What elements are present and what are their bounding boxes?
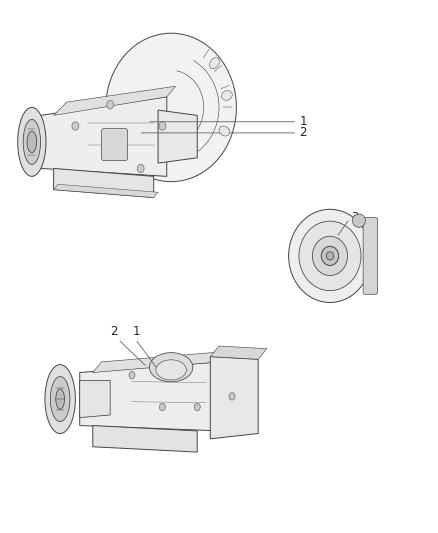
Circle shape — [129, 372, 135, 379]
Polygon shape — [80, 362, 219, 431]
Ellipse shape — [23, 119, 41, 165]
Ellipse shape — [326, 252, 334, 260]
Text: 1: 1 — [133, 325, 140, 337]
Ellipse shape — [106, 33, 237, 182]
Polygon shape — [80, 381, 110, 418]
FancyBboxPatch shape — [102, 128, 127, 160]
Circle shape — [229, 393, 235, 400]
Ellipse shape — [56, 389, 64, 409]
Ellipse shape — [45, 365, 75, 433]
Ellipse shape — [299, 221, 361, 290]
Circle shape — [159, 122, 166, 130]
Text: 2: 2 — [110, 325, 117, 337]
Polygon shape — [158, 110, 197, 163]
Ellipse shape — [50, 376, 70, 422]
Text: 3: 3 — [351, 211, 358, 224]
Ellipse shape — [27, 131, 37, 152]
Ellipse shape — [321, 246, 339, 265]
Polygon shape — [53, 168, 154, 198]
Ellipse shape — [156, 360, 186, 380]
Ellipse shape — [219, 126, 230, 136]
Ellipse shape — [312, 236, 348, 276]
Ellipse shape — [353, 214, 365, 227]
Ellipse shape — [222, 91, 232, 100]
Polygon shape — [93, 425, 197, 452]
Text: 1: 1 — [300, 115, 307, 128]
Circle shape — [159, 403, 166, 411]
Text: 2: 2 — [300, 126, 307, 140]
Circle shape — [194, 403, 200, 411]
Polygon shape — [210, 357, 258, 439]
FancyBboxPatch shape — [363, 217, 378, 294]
Ellipse shape — [18, 108, 46, 176]
Polygon shape — [53, 86, 176, 115]
Ellipse shape — [289, 209, 371, 303]
Ellipse shape — [210, 58, 219, 69]
Polygon shape — [53, 184, 158, 198]
Circle shape — [107, 101, 114, 109]
Polygon shape — [210, 346, 267, 359]
Polygon shape — [41, 97, 167, 176]
Circle shape — [72, 122, 79, 130]
Ellipse shape — [149, 353, 193, 382]
Polygon shape — [93, 351, 228, 373]
Circle shape — [137, 164, 144, 173]
